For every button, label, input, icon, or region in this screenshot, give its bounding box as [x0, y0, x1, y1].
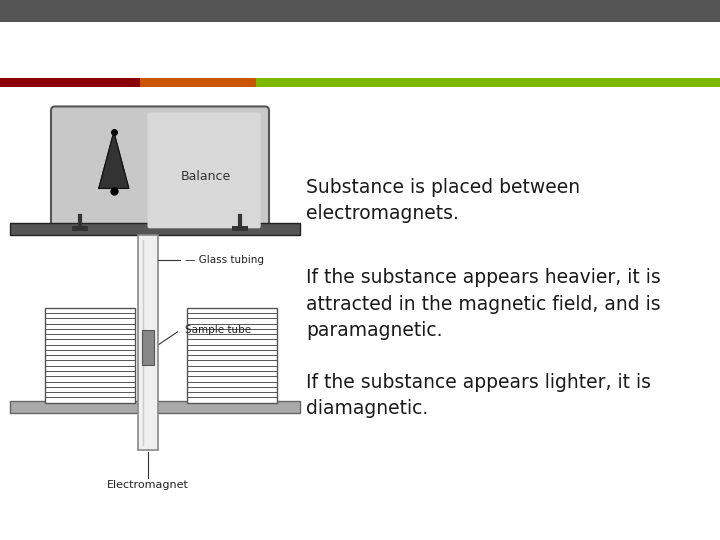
Bar	[0, 78, 140, 87]
Text: Substance is placed between
electromagnets.: Substance is placed between electromagne…	[306, 178, 580, 224]
Polygon shape	[99, 132, 129, 188]
Text: If the substance appears heavier, it is
attracted in the magnetic field, and is
: If the substance appears heavier, it is …	[306, 268, 661, 341]
Bar	[138, 235, 158, 450]
Bar	[256, 78, 720, 87]
Text: — Glass tubing: — Glass tubing	[185, 255, 264, 265]
Text: Determining Para/Diamagnetism: Determining Para/Diamagnetism	[40, 31, 706, 65]
FancyBboxPatch shape	[148, 112, 261, 228]
Bar	[142, 330, 154, 365]
FancyBboxPatch shape	[51, 106, 269, 234]
Bar	[10, 401, 300, 413]
Text: Sample tube: Sample tube	[185, 325, 251, 335]
Bar	[140, 78, 256, 87]
Bar	[10, 224, 300, 235]
Bar	[45, 308, 135, 403]
Bar	[187, 308, 277, 403]
Text: Electromagnet: Electromagnet	[107, 480, 189, 490]
Bar	[232, 226, 248, 231]
Bar	[0, 0, 720, 22]
Bar	[72, 226, 88, 231]
Text: If the substance appears lighter, it is
diamagnetic.: If the substance appears lighter, it is …	[306, 373, 651, 418]
Text: Balance: Balance	[181, 170, 231, 183]
